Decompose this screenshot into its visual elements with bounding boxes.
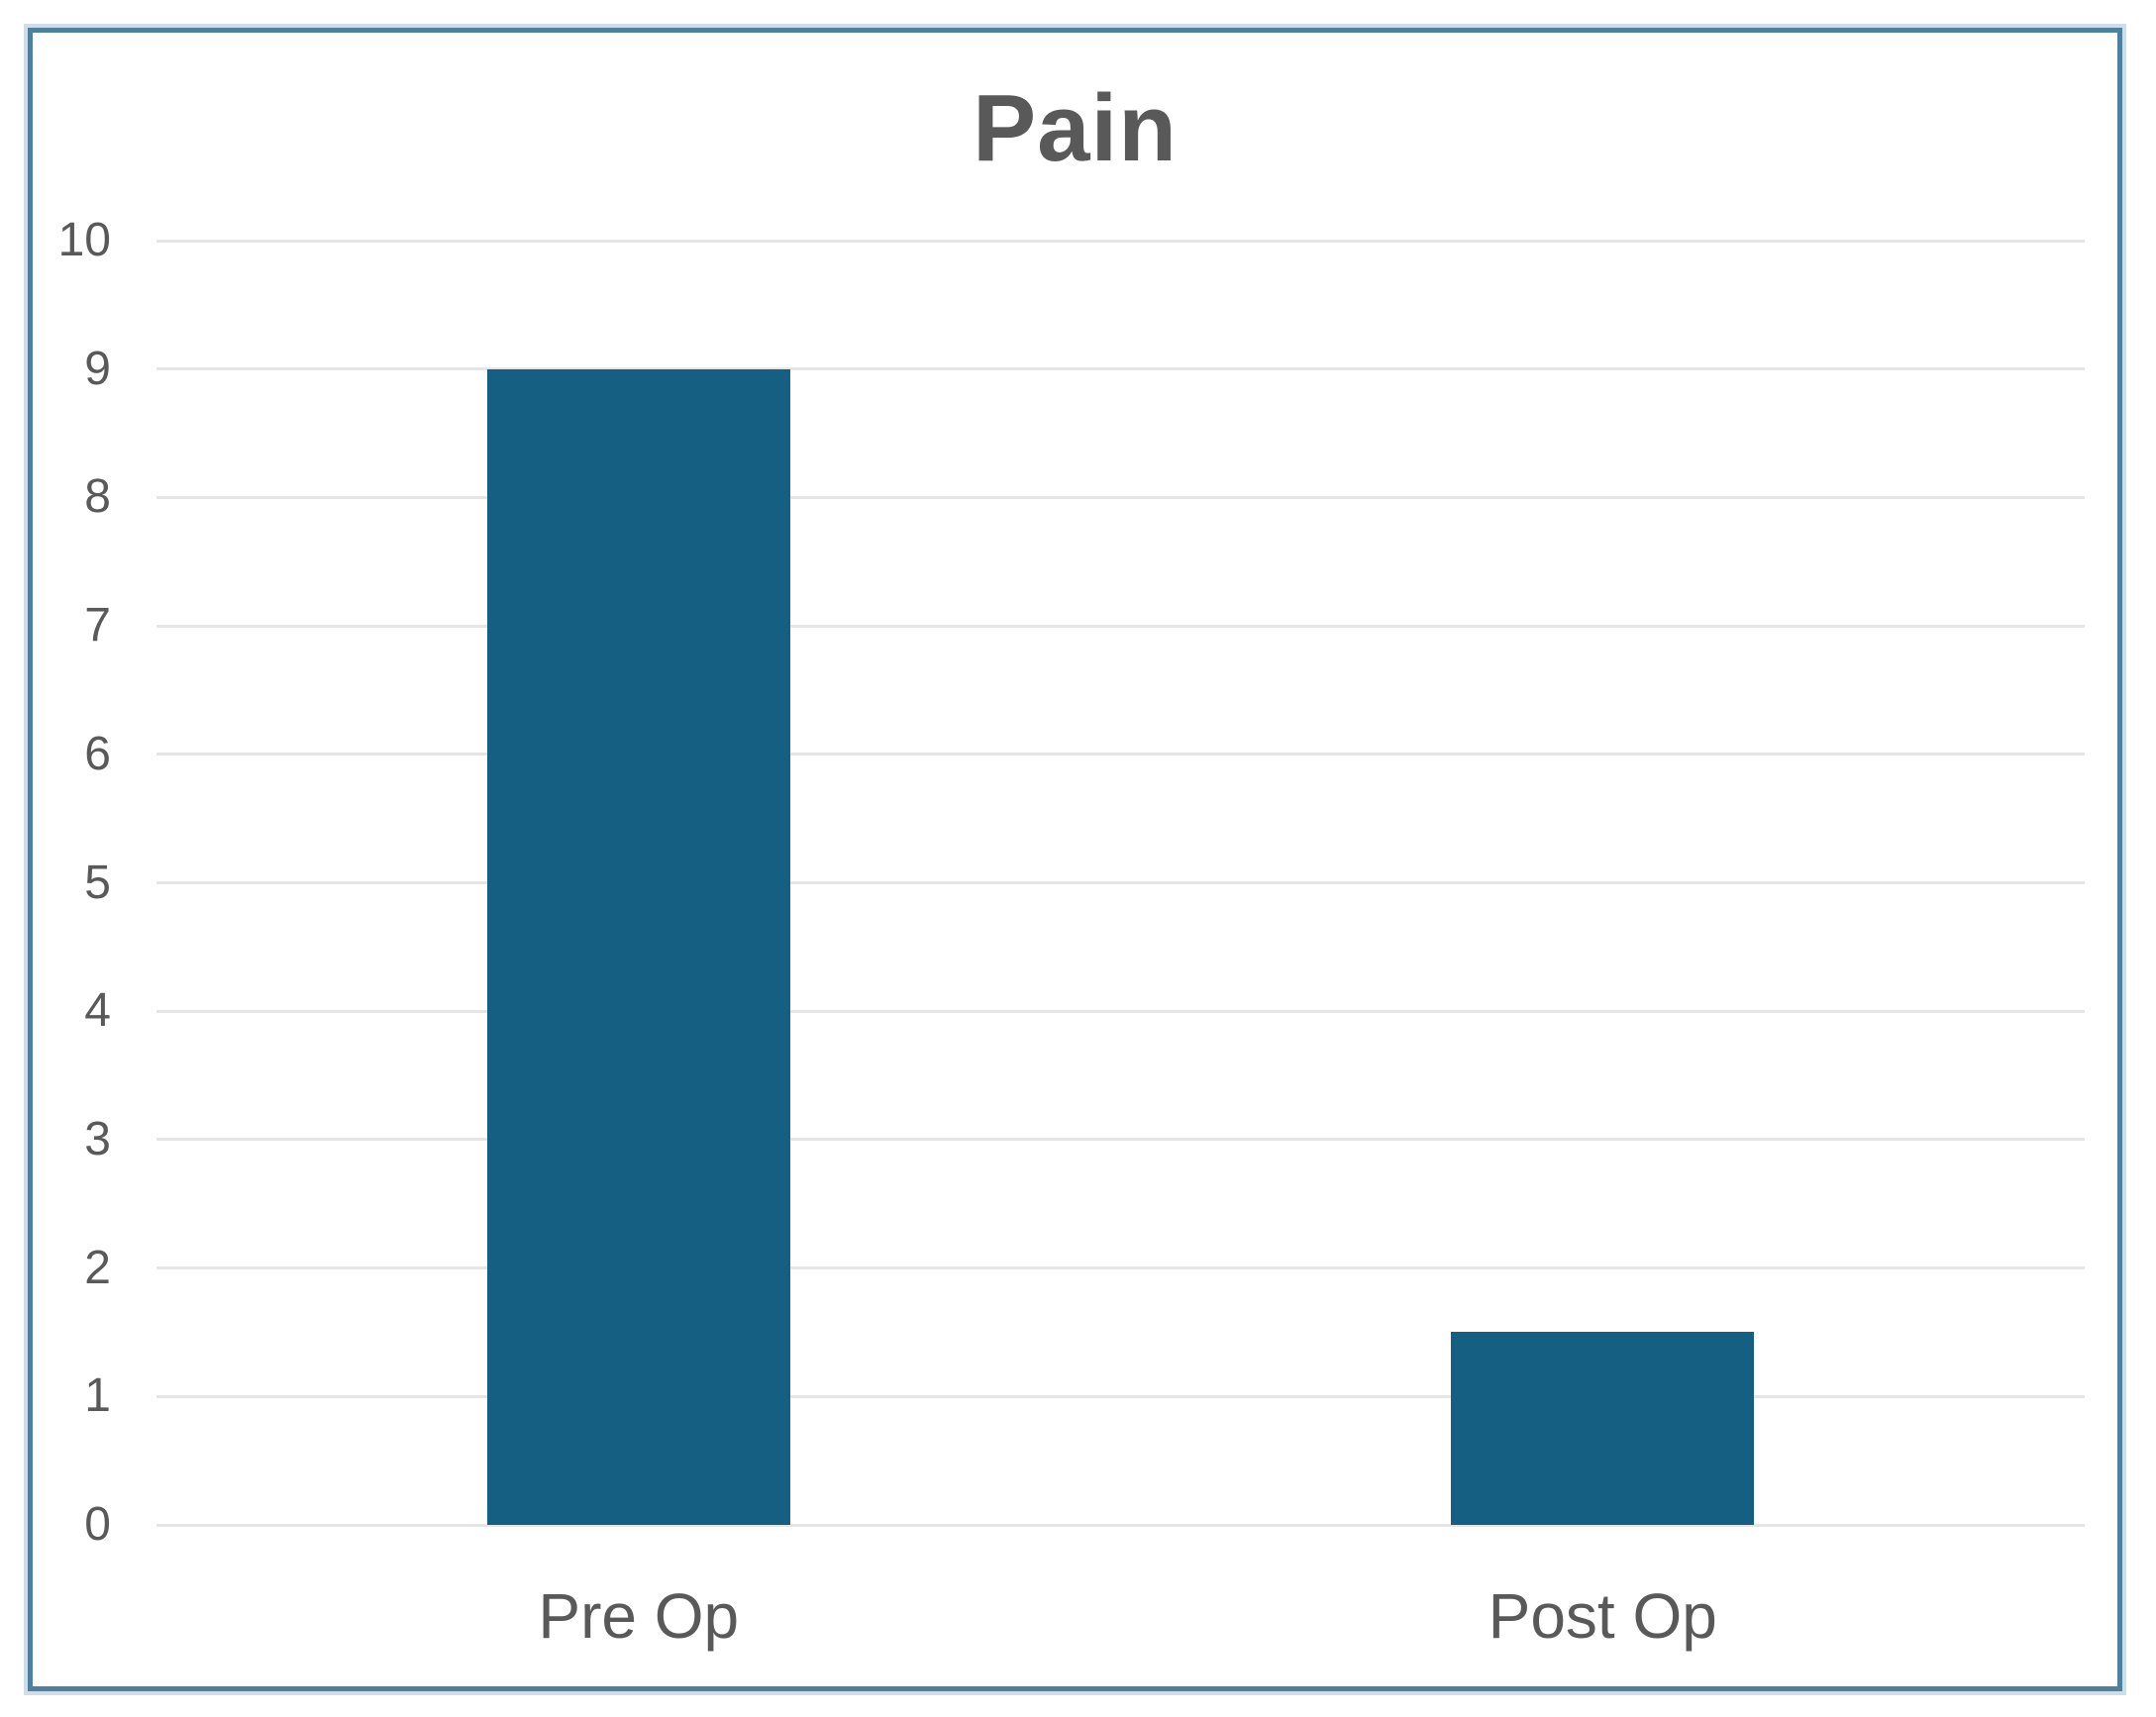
y-axis-tick-label: 8 [84,470,111,524]
bar-pre-op [486,368,790,1525]
y-axis-tick-label: 7 [84,599,111,653]
chart-frame: Pain 0 1 2 3 4 5 6 7 8 9 10 Pre Op Post Op [28,28,2122,1691]
y-axis-tick-label: 0 [84,1498,111,1551]
x-axis-category-label: Pre Op [538,1580,740,1652]
y-axis-tick-label: 1 [84,1369,111,1423]
plot-area: 0 1 2 3 4 5 6 7 8 9 10 Pre Op Post Op [58,217,2085,1648]
gridline-y8 [156,495,2085,499]
x-axis-category-label: Post Op [1488,1580,1717,1652]
gridline-y6 [156,753,2085,757]
y-axis-tick-label: 2 [84,1241,111,1294]
gridline-y2 [156,1266,2085,1270]
y-axis-tick-label: 5 [84,856,111,909]
gridline-y1 [156,1394,2085,1398]
bar-post-op [1451,1332,1755,1525]
y-axis-tick-label: 9 [84,342,111,395]
y-axis-tick-label: 4 [84,984,111,1038]
y-axis-tick-label: 6 [84,727,111,780]
gridline-y7 [156,624,2085,628]
gridline-y10 [156,239,2085,243]
gridline-y0 [156,1523,2085,1527]
chart-title: Pain [973,75,1178,181]
gridline-y5 [156,881,2085,884]
gridline-y4 [156,1009,2085,1013]
y-axis-tick-label: 10 [57,214,111,266]
gridline-y9 [156,367,2085,371]
y-axis-tick-label: 3 [84,1112,111,1165]
gridline-y3 [156,1138,2085,1142]
